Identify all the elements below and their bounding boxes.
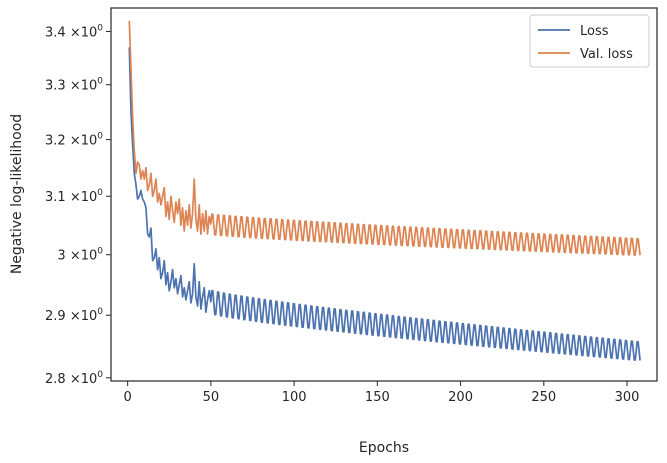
legend-label-loss: Loss bbox=[580, 24, 609, 39]
y-tick-label: 3.4 ×100 bbox=[45, 23, 103, 40]
y-axis: 2.8 ×100 2.9 ×100 3 ×100 3.1 ×100 3.2 ×100 3.… bbox=[45, 23, 111, 387]
x-tick-label: 100 bbox=[282, 390, 307, 405]
legend: Loss Val. loss bbox=[529, 14, 650, 68]
plot-area bbox=[128, 20, 641, 361]
y-tick-label: 3.2 ×100 bbox=[45, 132, 103, 149]
x-axis: 0 50 100 150 200 250 300 bbox=[124, 381, 640, 405]
legend-label-val-loss: Val. loss bbox=[580, 47, 633, 62]
legend-box bbox=[529, 14, 650, 68]
y-tick-label: 2.9 ×100 bbox=[45, 307, 103, 324]
series-line-val-loss bbox=[128, 20, 641, 256]
x-axis-title: Epochs bbox=[359, 440, 409, 456]
y-axis-title: Negative log-likelihood bbox=[9, 114, 25, 274]
y-tick-label: 3 ×100 bbox=[57, 247, 103, 264]
x-tick-label: 50 bbox=[203, 390, 220, 405]
x-tick-label: 300 bbox=[615, 390, 640, 405]
y-tick-label: 3.3 ×100 bbox=[45, 77, 103, 94]
y-tick-label: 2.8 ×100 bbox=[45, 370, 103, 387]
x-tick-label: 250 bbox=[531, 390, 556, 405]
x-tick-label: 0 bbox=[124, 390, 132, 405]
y-tick-label: 3.1 ×100 bbox=[45, 188, 103, 205]
series-line-loss bbox=[128, 47, 641, 361]
x-tick-label: 150 bbox=[365, 390, 390, 405]
x-tick-label: 200 bbox=[448, 390, 473, 405]
plot-frame bbox=[110, 7, 658, 382]
